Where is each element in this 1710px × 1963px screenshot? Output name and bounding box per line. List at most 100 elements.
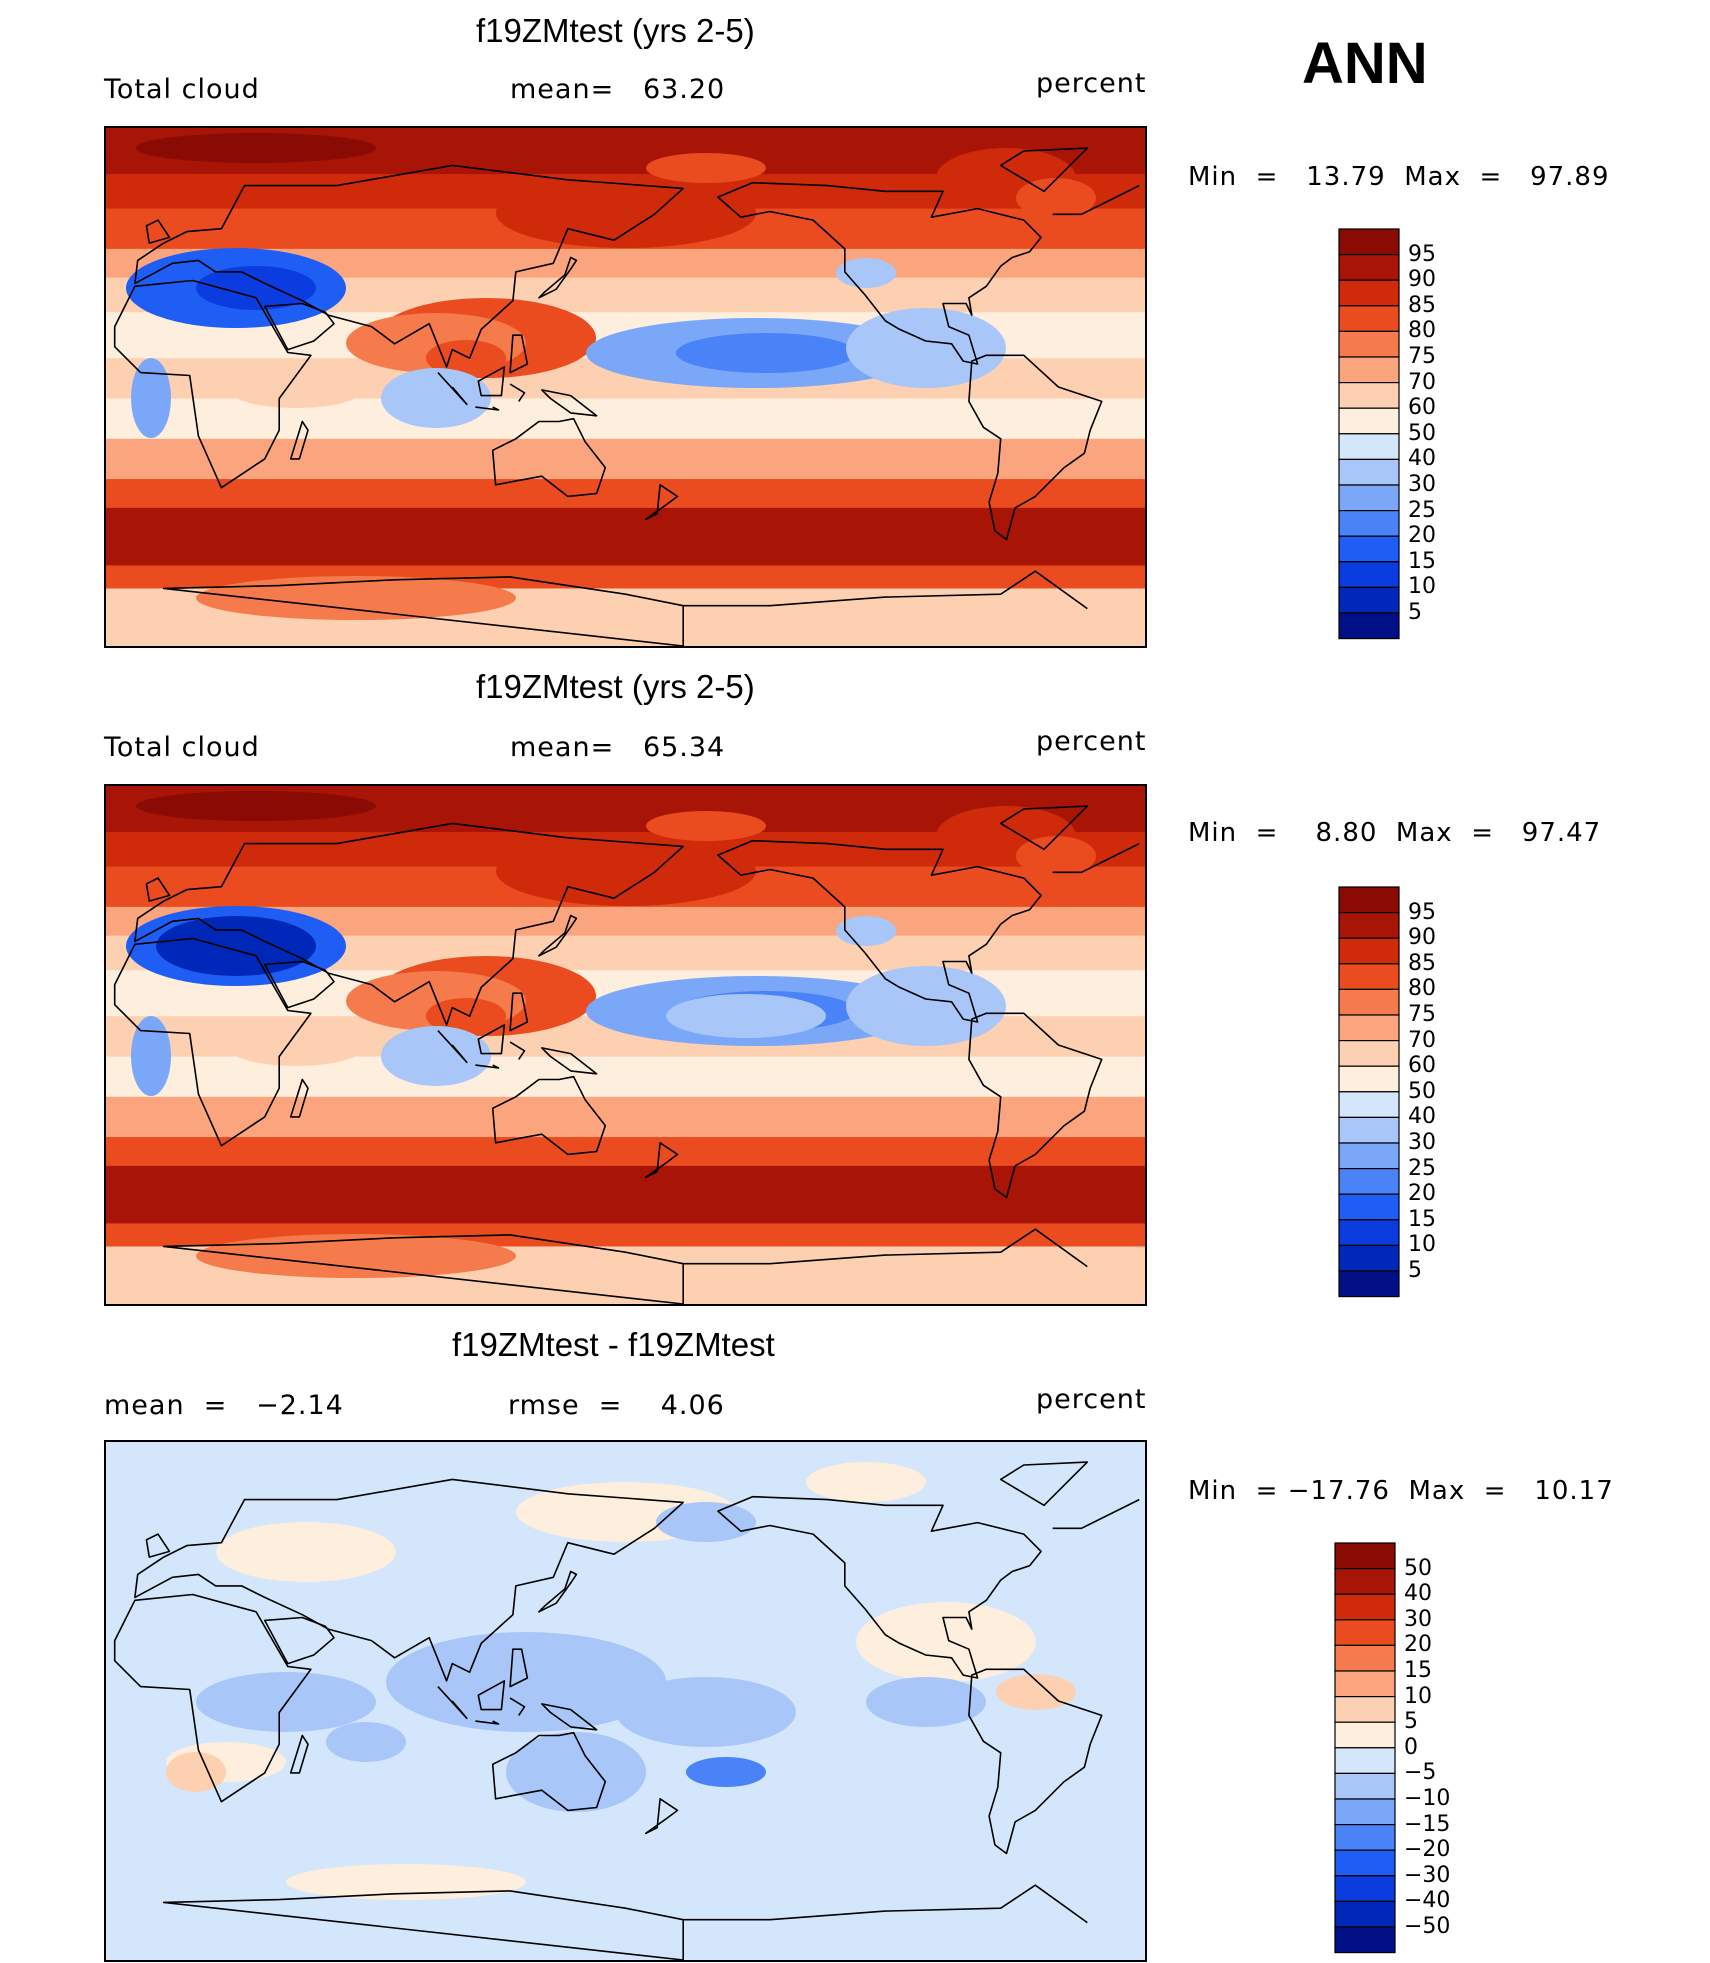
coastline (145, 1533, 171, 1558)
colorbar-tick-label: 30 (1408, 1130, 1436, 1155)
colorbar-tick-label: 20 (1408, 523, 1436, 549)
colorbar-swatch (1334, 1542, 1396, 1570)
colorbar-swatch (1338, 433, 1400, 461)
coastline (263, 960, 335, 1009)
coastline (644, 484, 679, 521)
colorbar-swatch (1338, 1219, 1400, 1246)
coastline (477, 1024, 506, 1055)
colorbar-swatches (1338, 886, 1400, 1298)
colorbar-tick-label: 40 (1408, 446, 1436, 472)
panel-1-map (104, 126, 1147, 648)
colorbar-swatch (1338, 254, 1400, 281)
coastline (263, 302, 335, 351)
panel-2-mean: mean= 65.34 (510, 732, 726, 763)
colorbar-swatch (1338, 535, 1400, 563)
coastline (289, 1078, 309, 1118)
colorbar-tick-label: 15 (1408, 548, 1436, 574)
colorbar-tick-label: 85 (1408, 292, 1436, 318)
coastline (541, 389, 598, 417)
coastline (999, 1461, 1140, 1530)
colorbar-swatch (1334, 1568, 1396, 1595)
coastline (437, 1030, 468, 1064)
coastline (541, 1047, 598, 1075)
colorbar-tick-label: 25 (1408, 1155, 1436, 1181)
colorbar-swatch (1334, 1670, 1396, 1698)
coastline (968, 354, 1103, 541)
coastline (491, 1075, 607, 1156)
coastline (289, 1734, 309, 1774)
colorbar-swatches (1334, 1542, 1396, 1954)
colorbar-tick-label: 85 (1408, 950, 1436, 976)
coastline (134, 822, 684, 1026)
colorbar-tick-label: 10 (1408, 574, 1436, 600)
colorbar-swatch (1338, 407, 1400, 435)
panel-2-variable: Total cloud (104, 732, 260, 763)
colorbar-tick-label: 70 (1408, 1027, 1436, 1053)
colorbar-swatch (1338, 330, 1400, 358)
coastline (113, 279, 312, 489)
panel-1-colorbar: 95 90 85 80 75 70 60 50 40 30 25 20 15 10 5 (1338, 228, 1436, 644)
panel-1-units: percent (1036, 68, 1147, 99)
colorbar-tick-label: 40 (1408, 1104, 1436, 1130)
colorbar-tick-label: 30 (1404, 1606, 1432, 1632)
colorbar-swatch (1334, 1593, 1396, 1621)
colorbar-tick-label: 30 (1408, 472, 1436, 497)
coastline (437, 1686, 468, 1720)
panel-3-rmse: rmse = 4.06 (508, 1390, 725, 1421)
panel-3-map (104, 1440, 1147, 1962)
colorbar-swatch (1338, 484, 1400, 512)
colorbar-swatch (1334, 1926, 1396, 1954)
colorbar-tick-label: 10 (1404, 1683, 1432, 1709)
coastline (538, 1570, 578, 1613)
map-canvas (106, 1442, 1145, 1960)
coastline (113, 937, 312, 1147)
colorbar-swatch (1338, 1014, 1400, 1042)
coastline (999, 147, 1140, 216)
colorbar-swatch (1338, 1168, 1400, 1195)
colorbar-swatch (1338, 228, 1400, 256)
colorbar-swatch (1338, 1116, 1400, 1144)
colorbar-swatch (1338, 963, 1400, 991)
coastline (134, 164, 684, 368)
colorbar-swatch (1334, 1721, 1396, 1749)
colorbar-tick-label: −5 (1404, 1760, 1437, 1786)
colorbar-tick-label: 25 (1408, 497, 1436, 523)
coastline (509, 1697, 526, 1716)
colorbar-swatches (1338, 228, 1400, 640)
colorbar-tick-label: 80 (1408, 318, 1436, 344)
panel-1-variable: Total cloud (104, 74, 260, 105)
colorbar-swatch (1338, 1244, 1400, 1272)
colorbar-swatch (1334, 1747, 1396, 1775)
colorbar-tick-label: −15 (1404, 1811, 1451, 1837)
coastline (437, 372, 468, 406)
colorbar-tick-label: 70 (1408, 369, 1436, 395)
coastline (999, 805, 1140, 874)
colorbar-swatch (1334, 1619, 1396, 1647)
colorbar-tick-label: 50 (1404, 1555, 1432, 1581)
colorbar-tick-label: −20 (1404, 1837, 1451, 1863)
colorbar-tick-label: 10 (1408, 1232, 1436, 1258)
colorbar-tick-label: 15 (1404, 1658, 1432, 1683)
contour-field (106, 786, 1145, 1304)
panel-3-mean: mean = −2.14 (104, 1390, 344, 1421)
colorbar-swatch (1338, 612, 1400, 640)
colorbar-swatch (1338, 561, 1400, 588)
panel-3-title: f19ZMtest - f19ZMtest (452, 1326, 775, 1363)
colorbar-swatch (1338, 886, 1400, 914)
season-label: ANN (1302, 31, 1428, 96)
panel-3-units: percent (1036, 1384, 1147, 1415)
colorbar-swatch (1334, 1772, 1396, 1800)
coastline (644, 1142, 679, 1179)
colorbar-swatch (1334, 1824, 1396, 1851)
colorbar-tick-label: −10 (1404, 1786, 1451, 1811)
coastline (717, 181, 1042, 365)
colorbar-tick-label: 20 (1408, 1181, 1436, 1207)
colorbar-swatch (1338, 1142, 1400, 1170)
coastline (538, 914, 578, 957)
colorbar-swatch (1338, 1040, 1400, 1067)
colorbar-swatch (1334, 1900, 1396, 1928)
colorbar-tick-label: 75 (1408, 344, 1436, 369)
colorbar-tick-label: 90 (1408, 267, 1436, 293)
contour-field (106, 128, 1145, 646)
colorbar-swatch (1334, 1849, 1396, 1877)
